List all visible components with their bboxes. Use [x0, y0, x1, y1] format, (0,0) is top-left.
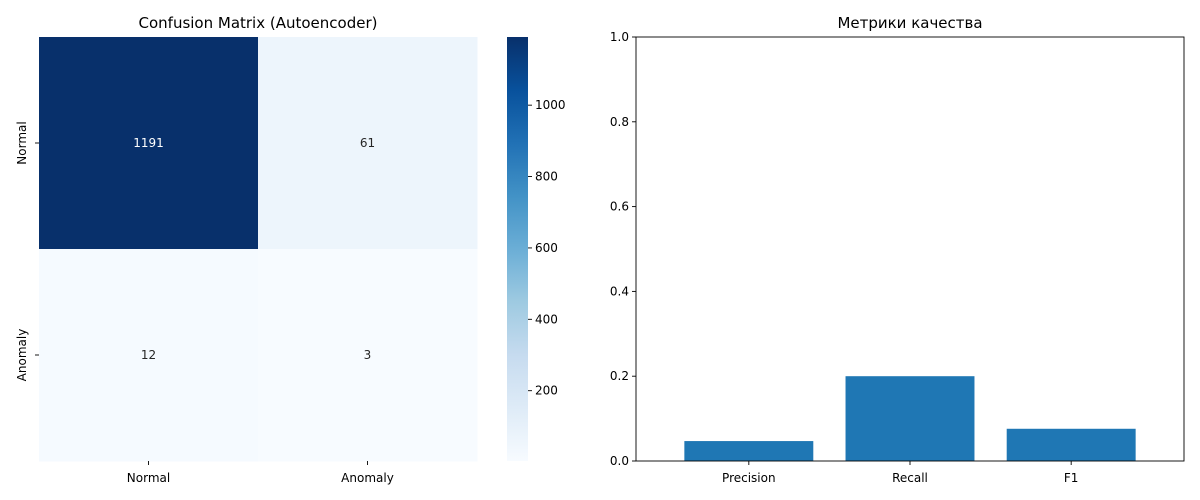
heatmap-cell [258, 249, 478, 462]
heatmap-x-tick-label: Normal [127, 471, 170, 485]
bar-y-tick-label: 0.4 [610, 284, 629, 298]
colorbar-tick-label: 400 [535, 312, 558, 326]
bar-y-tick-label: 0.2 [610, 369, 629, 383]
bar-y-tick-label: 0.6 [610, 200, 629, 214]
metrics-bar-panel: Метрики качества Precision Recall F1 0.00.… [610, 14, 1185, 485]
heatmap-cell-value: 3 [364, 348, 372, 362]
bar-x-tick-label: Precision [722, 471, 776, 485]
bar-y-tick-label: 0.8 [610, 115, 629, 129]
colorbar-tick-label: 600 [535, 241, 558, 255]
bar-y-ticks: 0.0 0.2 0.4 0.6 0.8 1.0 [610, 30, 636, 468]
bar-x-tick-label: Recall [892, 471, 928, 485]
heatmap-cells: 1191 61 12 3 [39, 37, 478, 462]
heatmap-cell-value: 61 [360, 136, 375, 150]
bar-x-tick-label: F1 [1064, 471, 1079, 485]
colorbar-tick-label: 200 [535, 384, 558, 398]
metric-bar [1006, 428, 1136, 461]
heatmap-x-ticks: Normal Anomaly [127, 461, 394, 485]
heatmap-cell [258, 37, 478, 250]
colorbar-ticks: 200 400 600 800 1000 [528, 98, 566, 398]
bar-axes-frame [635, 36, 1185, 462]
colorbar-tick-label: 800 [535, 170, 558, 184]
metric-bar [845, 376, 975, 461]
colorbar-tick-label: 1000 [535, 98, 566, 112]
heatmap-y-tick-label: Anomaly [15, 329, 29, 382]
confusion-matrix-title: Confusion Matrix (Autoencoder) [139, 14, 378, 32]
metric-bar [684, 441, 814, 461]
confusion-matrix-panel: Confusion Matrix (Autoencoder) 1191 61 12 3… [15, 14, 478, 485]
bar-y-tick-label: 0.0 [610, 454, 629, 468]
heatmap-cell-value: 1191 [133, 136, 164, 150]
bar-x-ticks: Precision Recall F1 [722, 461, 1078, 485]
metric-bars [684, 376, 1136, 461]
heatmap-y-ticks: Normal Anomaly [15, 121, 39, 381]
heatmap-y-tick-label: Normal [15, 121, 29, 164]
heatmap-cell [39, 37, 259, 250]
heatmap-cell-value: 12 [141, 348, 156, 362]
heatmap-x-tick-label: Anomaly [341, 471, 394, 485]
metrics-chart-title: Метрики качества [837, 14, 982, 32]
colorbar: 200 400 600 800 1000 [507, 37, 566, 461]
heatmap-cell [39, 249, 259, 462]
colorbar-gradient [507, 37, 528, 461]
bar-y-tick-label: 1.0 [610, 30, 629, 44]
